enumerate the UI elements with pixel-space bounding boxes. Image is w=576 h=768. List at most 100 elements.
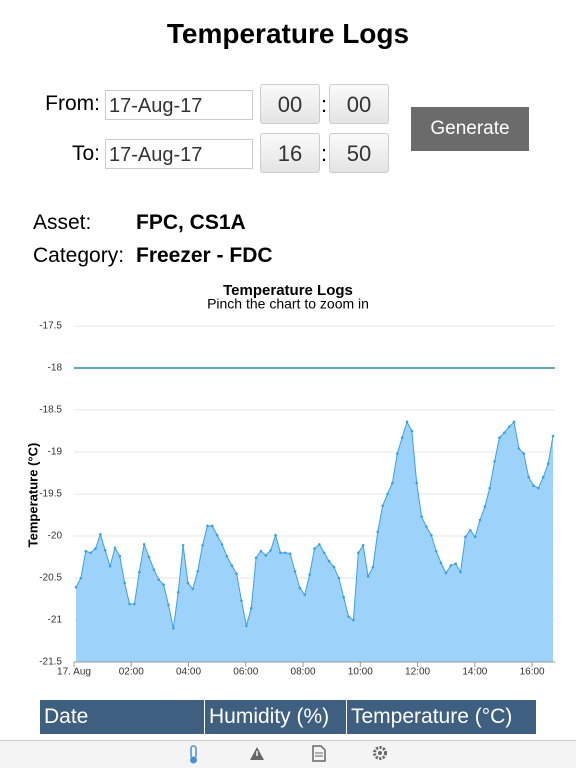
point (537, 486, 540, 490)
y-axis-title: Temperature (°C) (25, 443, 40, 548)
point (274, 533, 277, 537)
x-tick-label: 02:00 (119, 667, 144, 678)
point (288, 552, 292, 555)
point (488, 486, 492, 490)
point (103, 548, 107, 552)
y-tick-label: -21.5 (39, 657, 62, 668)
point (318, 543, 321, 546)
point (196, 569, 199, 573)
point (84, 549, 88, 553)
point (546, 462, 550, 466)
point (157, 578, 161, 581)
y-tick-label: -21 (48, 615, 63, 626)
point (215, 533, 219, 537)
point (210, 524, 214, 528)
point (507, 425, 511, 429)
generate-button[interactable]: Generate (411, 107, 529, 151)
point (454, 562, 457, 566)
point (527, 475, 530, 479)
point (327, 559, 331, 563)
point (376, 530, 380, 534)
y-tick-label: -18 (48, 363, 63, 374)
column-header[interactable]: Humidity (%) (205, 700, 346, 734)
point (313, 547, 316, 550)
point (483, 505, 487, 508)
y-tick-label: -17.5 (39, 321, 62, 332)
point (74, 585, 78, 589)
to-minute[interactable]: 50 (329, 133, 389, 173)
point (357, 551, 360, 555)
point (259, 549, 263, 553)
point (269, 548, 272, 552)
column-header[interactable]: Temperature (°C) (347, 700, 536, 734)
from-label: From: (45, 92, 100, 115)
point (395, 452, 399, 455)
time-separator: : (321, 141, 328, 166)
x-tick-label: 17. Aug (57, 667, 91, 678)
point (444, 571, 448, 575)
point (108, 564, 112, 568)
to-date[interactable]: 17-Aug-17 (105, 139, 253, 169)
point (293, 569, 297, 573)
point (532, 484, 535, 487)
point (245, 624, 248, 628)
to-hour[interactable]: 16 (260, 133, 320, 173)
column-header[interactable]: Date (40, 700, 204, 734)
point (249, 606, 253, 610)
x-tick-label: 10:00 (348, 667, 373, 678)
x-tick-label: 12:00 (405, 667, 430, 678)
point (172, 627, 175, 630)
report-tab[interactable] (312, 745, 326, 762)
info-label: Asset: (33, 211, 92, 234)
page-title: Temperature Logs (166, 18, 410, 49)
from-hour[interactable]: 00 (260, 84, 320, 124)
point (366, 575, 370, 578)
point (391, 481, 394, 485)
y-tick-label: -19 (48, 447, 63, 458)
thermometer-tab[interactable] (190, 745, 197, 764)
y-tick-label: -19.5 (39, 489, 62, 500)
point (181, 543, 185, 547)
point (430, 533, 433, 537)
point (420, 515, 423, 518)
y-tick-label: -20.5 (39, 573, 62, 584)
x-tick-label: 08:00 (291, 667, 316, 678)
point (347, 615, 350, 618)
point (478, 518, 482, 522)
info-label: Category: (33, 244, 125, 267)
from-minute[interactable]: 00 (329, 84, 389, 124)
area (76, 421, 553, 662)
point (240, 599, 243, 602)
point (254, 556, 258, 560)
point (439, 561, 443, 565)
point (303, 593, 307, 597)
point (142, 543, 146, 546)
x-tick-label: 04:00 (176, 667, 201, 678)
x-tick-label: 06:00 (233, 667, 258, 678)
point (308, 573, 311, 576)
point (434, 549, 438, 553)
point (123, 581, 126, 585)
point (541, 475, 545, 479)
alert-tab[interactable] (250, 747, 264, 760)
point (342, 596, 346, 599)
point (337, 576, 341, 580)
settings-tab[interactable] (373, 746, 387, 760)
point (381, 504, 384, 508)
point (468, 528, 472, 532)
y-tick-label: -18.5 (39, 405, 62, 416)
point (361, 543, 365, 547)
point (473, 535, 477, 539)
chart: Temperature Logs Pinch the chart to zoom… (25, 282, 555, 678)
y-tick-label: -20 (48, 531, 63, 542)
x-tick-label: 14:00 (462, 667, 487, 678)
info-value: Freezer - FDC (136, 244, 273, 267)
point (405, 420, 409, 424)
point (512, 420, 516, 424)
point (176, 590, 180, 594)
point (279, 551, 282, 555)
to-label: To: (71, 142, 100, 165)
point (498, 436, 501, 440)
from-date[interactable]: 17-Aug-17 (105, 90, 253, 120)
point (459, 570, 462, 574)
